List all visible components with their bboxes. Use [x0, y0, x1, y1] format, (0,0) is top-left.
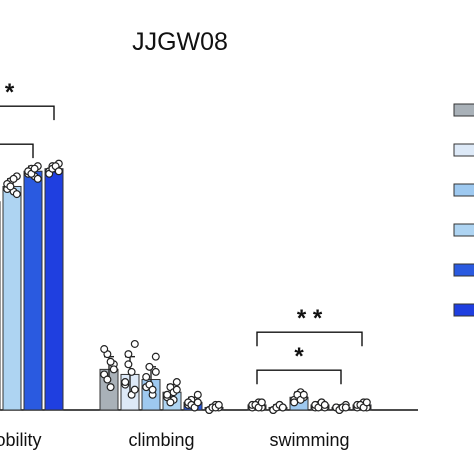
data-point — [103, 375, 112, 384]
data-point — [148, 385, 157, 394]
data-point — [12, 190, 21, 199]
legend-swatch — [453, 103, 474, 117]
data-point — [130, 339, 139, 348]
data-point — [130, 385, 139, 394]
data-point — [341, 403, 350, 412]
significance-bracket — [0, 143, 34, 159]
chart-title: JJGW08 — [132, 28, 228, 56]
data-point — [30, 164, 39, 173]
category-label: climbing — [128, 430, 194, 450]
data-point — [193, 390, 202, 399]
significance-label: * * — [0, 79, 15, 106]
legend-swatch — [453, 303, 474, 317]
data-point — [166, 398, 175, 407]
data-point — [121, 378, 130, 387]
legend-swatch — [453, 223, 474, 237]
data-point — [172, 385, 181, 394]
data-point — [9, 174, 18, 183]
legend-swatch — [453, 183, 474, 197]
data-point — [124, 350, 133, 359]
data-point — [100, 345, 109, 354]
data-point — [290, 398, 299, 407]
data-point — [109, 365, 118, 374]
legend-swatch — [453, 263, 474, 277]
significance-label: * — [294, 343, 304, 370]
significance-bracket — [0, 105, 55, 121]
data-point — [106, 357, 115, 366]
data-point — [163, 390, 172, 399]
bar — [44, 168, 64, 411]
data-point — [299, 390, 308, 399]
data-point — [145, 362, 154, 371]
category-label: swimming — [269, 430, 349, 450]
data-point — [151, 367, 160, 376]
data-point — [127, 367, 136, 376]
bar — [23, 170, 43, 411]
legend-swatch — [453, 143, 474, 157]
data-point — [214, 400, 223, 409]
data-point — [6, 182, 15, 191]
data-point — [33, 174, 42, 183]
data-point — [151, 352, 160, 361]
data-point — [193, 398, 202, 407]
data-point — [142, 372, 151, 381]
significance-bracket — [256, 331, 363, 347]
data-point — [362, 398, 371, 407]
category-label: immobility — [0, 430, 42, 450]
data-point — [106, 383, 115, 392]
data-point — [172, 378, 181, 387]
data-point — [278, 403, 287, 412]
data-point — [124, 360, 133, 369]
data-point — [54, 167, 63, 176]
data-point — [257, 398, 266, 407]
bar — [2, 185, 22, 411]
data-point — [320, 400, 329, 409]
significance-label: * * — [297, 305, 323, 332]
significance-bracket — [256, 369, 342, 385]
